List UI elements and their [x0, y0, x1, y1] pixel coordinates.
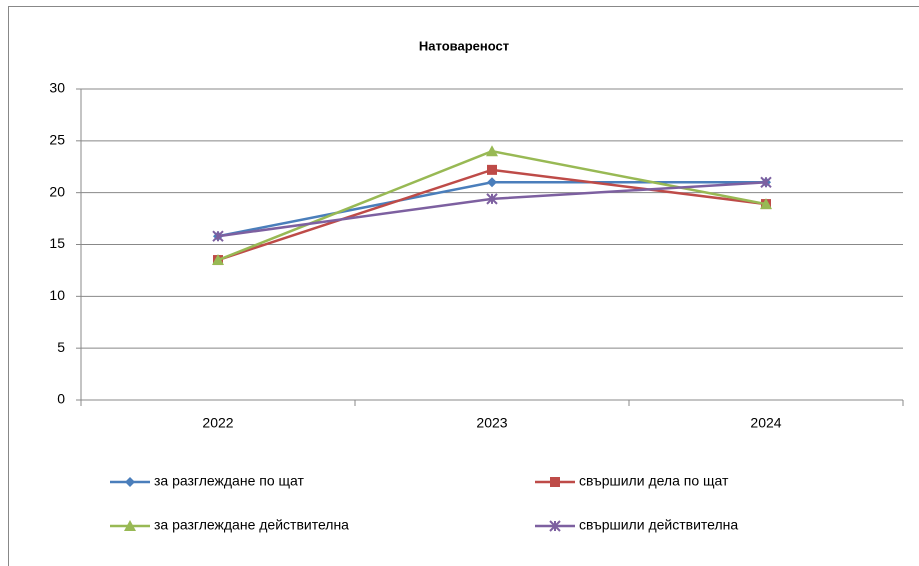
marker: [487, 177, 497, 188]
chart-border: [8, 6, 919, 566]
x-tick-label: 2023: [476, 415, 507, 431]
y-tick-label: 25: [49, 132, 65, 148]
marker: [125, 477, 135, 487]
y-tick-label: 15: [49, 235, 65, 251]
marker: [760, 176, 772, 189]
marker: [487, 164, 497, 175]
legend-label: свършили дела по щат: [579, 473, 729, 489]
y-tick-label: 20: [49, 183, 65, 199]
x-tick-label: 2024: [750, 415, 781, 431]
marker: [212, 230, 224, 242]
legend-label: свършили действителна: [579, 517, 738, 533]
marker: [212, 254, 224, 266]
marker: [486, 193, 498, 205]
marker: [486, 145, 498, 157]
x-tick-label: 2022: [202, 415, 233, 431]
marker: [760, 198, 772, 210]
marker: [124, 520, 136, 531]
y-tick-label: 30: [49, 80, 65, 96]
marker: [550, 477, 560, 487]
chart-title: Натовареност: [419, 38, 509, 53]
legend-label: за разглеждане действителна: [154, 517, 349, 533]
y-tick-label: 5: [57, 339, 65, 355]
y-tick-label: 0: [57, 391, 65, 407]
y-tick-label: 10: [49, 287, 65, 303]
marker: [549, 520, 561, 532]
legend-label: за разглеждане по щат: [154, 473, 305, 489]
